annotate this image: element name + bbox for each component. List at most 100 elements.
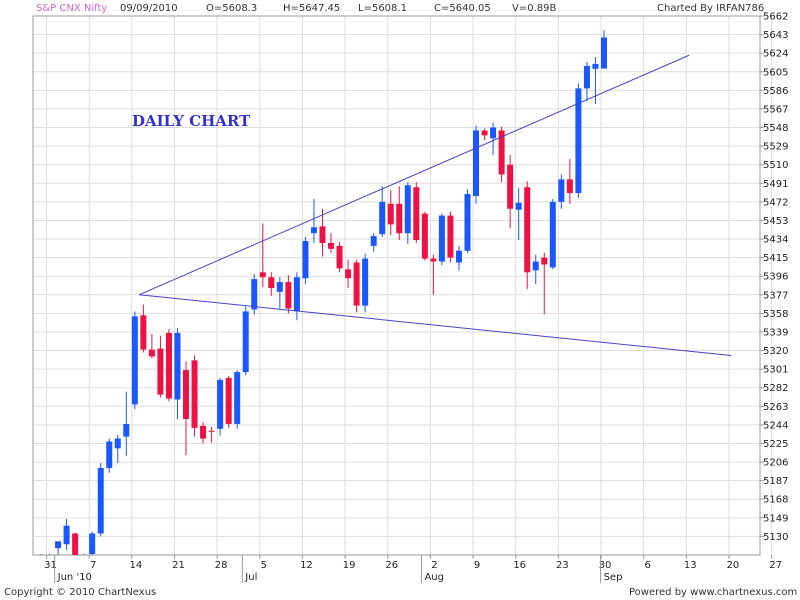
x-tick-label: 9 xyxy=(474,560,480,571)
y-tick-label: 5624 xyxy=(763,49,788,60)
candle-body xyxy=(490,127,497,139)
x-tick-label: 2 xyxy=(431,560,437,571)
candle-body xyxy=(225,377,232,424)
header-open: O=5608.3 xyxy=(206,3,258,14)
header-date: 09/09/2010 xyxy=(120,3,178,14)
candle-body xyxy=(191,360,198,428)
candle-body xyxy=(97,467,104,534)
candle-body xyxy=(259,272,266,278)
y-tick-label: 5586 xyxy=(763,86,788,97)
y-tick-label: 5149 xyxy=(763,513,788,524)
month-label: Jun '10 xyxy=(57,572,92,583)
x-tick-label: 30 xyxy=(599,560,612,571)
candle-body xyxy=(532,261,539,271)
trendlines xyxy=(138,54,732,356)
candle-body xyxy=(148,349,155,357)
y-tick-label: 5225 xyxy=(763,439,788,450)
candle-body xyxy=(200,425,207,439)
candle-body xyxy=(242,311,249,373)
candle-body xyxy=(114,438,121,449)
y-axis: 5130 5149 5168 5187 5206 5225 5244 5263 5282 5301… xyxy=(760,12,788,543)
candle-body xyxy=(336,245,343,269)
candle-body xyxy=(302,240,309,279)
candles xyxy=(40,30,607,566)
candle-body xyxy=(592,63,599,69)
candle-body xyxy=(63,525,70,545)
trendline xyxy=(138,54,690,296)
candle-body xyxy=(55,541,62,549)
x-tick-label: 12 xyxy=(300,560,313,571)
candle-body xyxy=(157,348,164,395)
x-tick-label: 27 xyxy=(769,560,782,571)
plot-frame xyxy=(32,15,761,556)
y-tick-label: 5358 xyxy=(763,309,788,320)
candle-body xyxy=(558,179,565,202)
candle-body xyxy=(379,201,386,235)
candle-body xyxy=(165,332,172,399)
candle-body xyxy=(319,226,326,243)
header-close: C=5640.05 xyxy=(434,3,491,14)
y-tick-label: 5529 xyxy=(763,142,788,153)
y-tick-label: 5662 xyxy=(763,12,788,23)
candle-body xyxy=(566,179,573,194)
candle-body xyxy=(600,37,607,69)
candle-body xyxy=(217,379,224,429)
y-tick-label: 5206 xyxy=(763,458,788,469)
y-tick-label: 5643 xyxy=(763,30,788,41)
chart-annotation: DAILY CHART xyxy=(132,112,251,130)
candle-body xyxy=(362,258,369,306)
candle-body xyxy=(293,277,300,312)
candle-body xyxy=(123,423,130,437)
candle-body xyxy=(72,533,79,555)
candle-body xyxy=(89,533,96,555)
candle-body xyxy=(268,277,275,288)
y-tick-label: 5320 xyxy=(763,346,788,357)
month-label: Jul xyxy=(244,572,257,583)
candle-body xyxy=(131,316,138,405)
header-low: L=5608.1 xyxy=(358,3,407,14)
y-tick-label: 5548 xyxy=(763,123,788,134)
header-high: H=5647.45 xyxy=(283,3,341,14)
y-tick-label: 5415 xyxy=(763,253,788,264)
y-tick-label: 5491 xyxy=(763,179,788,190)
candle-group xyxy=(40,30,607,566)
candle-body xyxy=(328,242,335,249)
candle-body xyxy=(438,215,445,262)
charted-by: Charted By IRFAN786 xyxy=(657,3,765,14)
x-tick-label: 6 xyxy=(644,560,650,571)
candle-body xyxy=(507,164,514,209)
candle-body xyxy=(541,257,548,265)
x-tick-label: 21 xyxy=(172,560,185,571)
candle-body xyxy=(345,269,352,279)
powered-by-link[interactable]: Powered by www.chartnexus.com xyxy=(629,587,798,598)
candle-body xyxy=(396,203,403,234)
candle-body xyxy=(370,236,377,246)
candle-body xyxy=(481,130,488,136)
candle-body xyxy=(251,279,258,310)
grid xyxy=(33,15,773,555)
y-tick-label: 5453 xyxy=(763,216,788,227)
candle-body xyxy=(583,65,590,89)
candle-body xyxy=(106,441,113,468)
y-tick-label: 5605 xyxy=(763,67,788,78)
y-tick-label: 5472 xyxy=(763,197,788,208)
y-tick-label: 5168 xyxy=(763,495,788,506)
candle-body xyxy=(208,430,215,432)
y-tick-label: 5130 xyxy=(763,532,788,543)
candle-body xyxy=(515,202,522,210)
candle-body xyxy=(464,194,471,251)
candle-body xyxy=(81,555,87,566)
x-tick-label: 7 xyxy=(90,560,96,571)
candle-body xyxy=(421,213,428,259)
candle-body xyxy=(387,203,394,225)
y-tick-label: 5510 xyxy=(763,160,788,171)
candle-body xyxy=(430,258,437,262)
candle-body xyxy=(183,370,190,420)
y-tick-label: 5567 xyxy=(763,104,788,115)
candle-body xyxy=(498,130,505,175)
trendline xyxy=(139,294,732,356)
x-tick-label: 14 xyxy=(129,560,142,571)
candle-body xyxy=(285,282,292,309)
y-tick-label: 5434 xyxy=(763,235,788,246)
